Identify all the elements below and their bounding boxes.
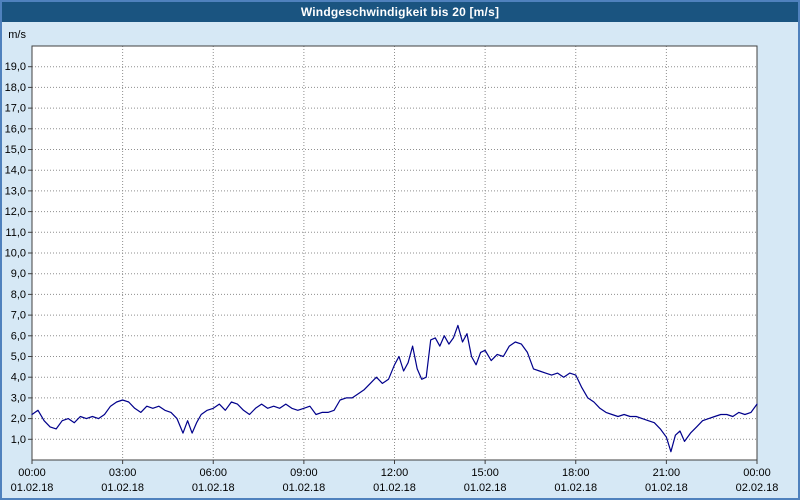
y-tick-label: 1,0 xyxy=(11,434,26,446)
x-tick-time-label: 12:00 xyxy=(381,467,409,479)
x-tick-date-label: 01.02.18 xyxy=(464,482,507,494)
wind-speed-series-line xyxy=(31,324,758,453)
y-tick-label: 18,0 xyxy=(5,82,26,94)
y-tick-label: 5,0 xyxy=(11,351,26,363)
y-tick-label: 12,0 xyxy=(5,206,26,218)
x-tick-date-label: 01.02.18 xyxy=(645,482,688,494)
y-tick-label: 9,0 xyxy=(11,268,26,280)
x-tick-date-label: 01.02.18 xyxy=(101,482,144,494)
x-tick-time-label: 06:00 xyxy=(199,467,227,479)
y-tick-label: 17,0 xyxy=(5,103,26,115)
x-tick-time-label: 00:00 xyxy=(18,467,46,479)
y-axis-unit-label: m/s xyxy=(8,29,26,41)
x-tick-date-label: 02.02.18 xyxy=(736,482,779,494)
y-tick-label: 8,0 xyxy=(11,289,26,301)
chart-title: Windgeschwindigkeit bis 20 [m/s] xyxy=(300,5,500,19)
x-tick-date-label: 01.02.18 xyxy=(282,482,325,494)
x-tick-time-label: 21:00 xyxy=(653,467,681,479)
y-tick-label: 10,0 xyxy=(5,248,26,260)
y-tick-label: 15,0 xyxy=(5,144,26,156)
x-tick-date-label: 01.02.18 xyxy=(192,482,235,494)
x-tick-time-label: 09:00 xyxy=(290,467,318,479)
y-tick-label: 2,0 xyxy=(11,413,26,425)
y-tick-label: 11,0 xyxy=(5,227,26,239)
y-tick-label: 4,0 xyxy=(11,372,26,384)
y-tick-label: 19,0 xyxy=(5,61,26,73)
y-tick-label: 3,0 xyxy=(11,392,26,404)
x-tick-time-label: 15:00 xyxy=(471,467,499,479)
wind-speed-chart: 1,0 2,0 3,0 4,0 5,0 6,0 7,0 8,0 9,0 10,0 11,0 12,0 1… xyxy=(5,29,779,494)
y-tick-label: 16,0 xyxy=(5,123,26,135)
chart-title-bar: Windgeschwindigkeit bis 20 [m/s] xyxy=(2,2,798,22)
x-tick-time-label: 00:00 xyxy=(743,467,771,479)
x-tick-date-label: 01.02.18 xyxy=(11,482,54,494)
x-tick-time-label: 03:00 xyxy=(109,467,137,479)
y-tick-label: 14,0 xyxy=(5,165,26,177)
y-tick-label: 13,0 xyxy=(5,185,26,197)
y-tick-label: 6,0 xyxy=(11,330,26,342)
x-tick-date-label: 01.02.18 xyxy=(373,482,416,494)
x-tick-time-label: 18:00 xyxy=(562,467,590,479)
x-tick-date-label: 01.02.18 xyxy=(554,482,597,494)
y-tick-label: 7,0 xyxy=(11,310,26,322)
